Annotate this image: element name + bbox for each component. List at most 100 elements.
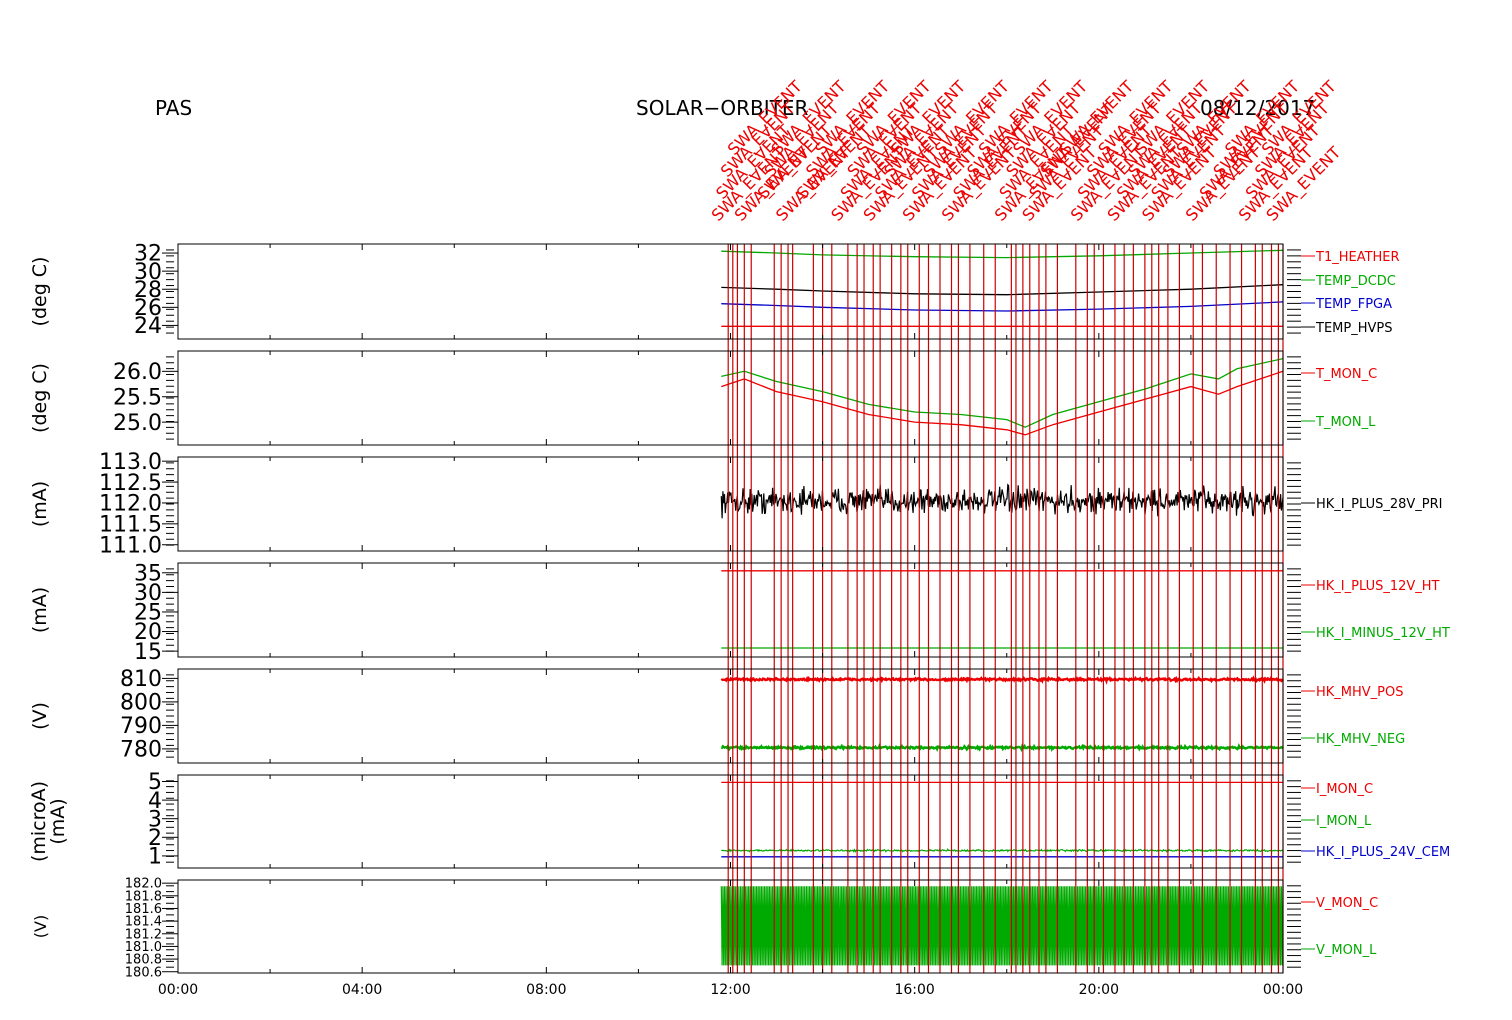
y-tick-label: 113.0 — [99, 450, 162, 475]
x-tick-label: 20:00 — [1079, 982, 1119, 998]
y-axis-label: (mA) — [29, 587, 51, 633]
y-tick-label: 112.0 — [99, 492, 162, 517]
instrument-label: PAS — [155, 96, 193, 120]
panel-frame — [177, 562, 1284, 658]
panel-2: 25.025.526.0 (deg C) — [29, 350, 1301, 446]
series-line — [720, 886, 1284, 966]
legend-label: HK_I_PLUS_28V_PRI — [1316, 497, 1442, 512]
legend-label: T_MON_C — [1315, 367, 1377, 382]
series-line — [721, 249, 1284, 259]
date-label: 08/12/2017 — [1200, 96, 1316, 120]
y-tick-label: 810 — [120, 667, 162, 692]
y-tick-label: 181.8 — [125, 889, 162, 904]
legend-label: HK_I_MINUS_12V_HT — [1316, 626, 1450, 641]
panel-frame — [177, 774, 1284, 869]
y-tick-label: 111.5 — [99, 513, 162, 538]
y-axis-label-secondary: (mA) — [47, 798, 69, 844]
legend-label: V_MON_C — [1316, 896, 1378, 911]
data-layer: T1_HEATHER TEMP_DCDC TEMP_FPGA TEMP_HVPS T_M… — [720, 249, 1450, 966]
y-tick-label: 4 — [148, 789, 162, 814]
legend-label: T1_HEATHER — [1315, 250, 1400, 265]
series-i-mon-l: I_MON_L — [721, 814, 1372, 853]
y-tick-label: 780 — [120, 738, 162, 763]
y-axis-label: (V) — [31, 915, 50, 938]
legend-label: HK_I_PLUS_12V_HT — [1316, 579, 1440, 594]
y-tick-label: 3 — [148, 807, 162, 832]
series-line — [721, 301, 1284, 312]
legend-label: HK_MHV_POS — [1316, 685, 1404, 700]
y-tick-label: 111.0 — [99, 533, 162, 558]
y-axis-label: (mA) — [29, 481, 51, 527]
y-tick-label: 182.0 — [125, 877, 162, 892]
y-tick-label: 20 — [134, 620, 162, 645]
series-hk-mhv-pos: HK_MHV_POS — [720, 675, 1404, 700]
series-hk-i-plus-28v-pri: HK_I_PLUS_28V_PRI — [720, 483, 1442, 519]
x-tick-label: 00:00 — [158, 982, 198, 998]
legend-label: TEMP_DCDC — [1315, 274, 1396, 289]
y-tick-label: 15 — [134, 640, 162, 665]
series-temp-dcdc: TEMP_DCDC — [721, 249, 1396, 289]
series-hk-i-minus-12v-ht: HK_I_MINUS_12V_HT — [721, 626, 1450, 649]
y-tick-label: 26.0 — [113, 360, 162, 385]
series-line — [721, 743, 1284, 753]
series-line — [721, 284, 1284, 296]
event-marker-layer: SWA_EVENTSWA_EVENTSWA_EVENTSWA_EVENTSWA_… — [708, 77, 1345, 973]
y-tick-label: 24 — [134, 314, 162, 339]
series-temp-hvps: TEMP_HVPS — [721, 284, 1392, 336]
y-tick-label: 1 — [148, 845, 162, 870]
y-tick-label: 180.6 — [125, 965, 162, 980]
x-tick-label: 04:00 — [342, 982, 382, 998]
series-temp-fpga: TEMP_FPGA — [721, 297, 1392, 312]
y-tick-label: 181.4 — [125, 915, 162, 930]
y-tick-label: 181.0 — [125, 940, 162, 955]
series-line — [720, 483, 1284, 519]
y-tick-label: 181.6 — [125, 902, 162, 917]
y-tick-label: 5 — [148, 770, 162, 795]
y-tick-label: 28 — [134, 278, 162, 303]
series-hk-i-plus-12v-ht: HK_I_PLUS_12V_HT — [721, 570, 1440, 594]
y-axis-label: (V) — [29, 702, 51, 730]
y-tick-label: 800 — [120, 691, 162, 716]
y-tick-label: 790 — [120, 714, 162, 739]
legend-label: I_MON_C — [1316, 782, 1373, 797]
legend-label: TEMP_HVPS — [1315, 321, 1392, 336]
legend-label: V_MON_L — [1316, 943, 1377, 958]
y-axis-label: (deg C) — [29, 257, 51, 327]
y-tick-label: 180.8 — [125, 953, 162, 968]
y-axis-label: (microA) — [28, 781, 50, 862]
y-tick-label: 2 — [148, 826, 162, 851]
y-tick-label: 112.5 — [99, 471, 162, 496]
mission-label: SOLAR−ORBITER — [636, 96, 809, 120]
x-tick-label: 12:00 — [710, 982, 750, 998]
legend-label: HK_MHV_NEG — [1316, 732, 1405, 747]
x-tick-label: 16:00 — [894, 982, 934, 998]
legend-label: I_MON_L — [1316, 814, 1372, 829]
y-tick-label: 25.0 — [113, 411, 162, 436]
x-tick-label: 00:00 — [1263, 982, 1303, 998]
series-line — [721, 848, 1284, 853]
legend-label: HK_I_PLUS_24V_CEM — [1316, 845, 1450, 860]
panel-7: 180.6180.8181.0181.2181.4181.6181.8182.0… — [31, 877, 1301, 980]
legend-label: T_MON_L — [1315, 415, 1376, 430]
panel-frame — [177, 350, 1284, 446]
y-tick-label: 32 — [134, 242, 162, 267]
panel-frame — [177, 456, 1284, 552]
y-tick-label: 35 — [134, 561, 162, 586]
series-hk-mhv-neg: HK_MHV_NEG — [721, 732, 1405, 753]
y-tick-label: 25.5 — [113, 385, 162, 410]
series-hk-i-plus-24v-cem: HK_I_PLUS_24V_CEM — [721, 845, 1450, 860]
y-tick-label: 26 — [134, 296, 162, 321]
series-v-mon-l: V_MON_L — [720, 886, 1377, 966]
series-i-mon-c: I_MON_C — [721, 781, 1373, 797]
series-line — [721, 370, 1284, 436]
series-line — [720, 675, 1284, 685]
y-tick-label: 181.2 — [125, 927, 162, 942]
series-line — [721, 357, 1284, 428]
